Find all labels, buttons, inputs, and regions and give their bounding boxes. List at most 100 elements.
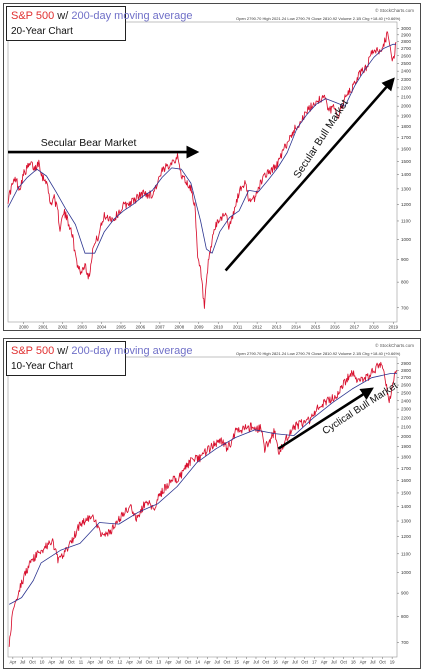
- y-tick-label: 1200: [401, 534, 412, 539]
- y-tick-label: 2900: [401, 361, 412, 366]
- x-tick-label: 2012: [252, 325, 262, 330]
- y-tick-label: 2300: [401, 77, 412, 82]
- x-tick-label: Apr: [87, 660, 94, 665]
- x-tick-label: Jul: [20, 660, 26, 665]
- chart-title-box: S&P 500 w/ 200-day moving average 20-Yea…: [6, 6, 192, 41]
- y-tick-label: 1200: [401, 202, 412, 207]
- y-tick-label: 1500: [401, 490, 412, 495]
- series-line-moving-average: [9, 373, 397, 605]
- chart-panel-10-year: 700 800 900 1000 1100 1200 1300 1400 1500 1600 170…: [3, 338, 421, 669]
- series-line-price: [7, 31, 397, 309]
- y-tick-label: 3000: [401, 26, 412, 31]
- y-tick-label: 2300: [401, 407, 412, 412]
- x-tick-label: 2007: [155, 325, 165, 330]
- x-tick-label: Oct: [146, 660, 153, 665]
- x-tick-label: Apr: [48, 660, 55, 665]
- annotation-label: Secular Bear Market: [41, 137, 137, 149]
- x-tick-label: Apr: [360, 660, 367, 665]
- y-tick-label: 2100: [401, 94, 412, 99]
- annotation-arrow: [224, 77, 395, 272]
- x-tick-label: Oct: [223, 660, 230, 665]
- plot-frame: [7, 21, 398, 323]
- x-tick-label: Oct: [262, 660, 269, 665]
- x-tick-label: 13: [156, 660, 161, 665]
- annotation-label: Cyclical Bull Market: [321, 380, 400, 437]
- y-tick-label: 2700: [401, 375, 412, 380]
- x-tick-label: 2013: [272, 325, 282, 330]
- x-tick-label: Jul: [292, 660, 298, 665]
- x-tick-label: 2001: [38, 325, 48, 330]
- x-tick-label: 12: [117, 660, 122, 665]
- x-tick-label: Apr: [165, 660, 172, 665]
- y-tick-label: 2500: [401, 61, 412, 66]
- x-tick-label: Oct: [379, 660, 386, 665]
- x-tick-label: Oct: [185, 660, 192, 665]
- chart-panel-20-year: 700 800 900 1000 1100 1200 1300 1400 1500 1600 170…: [3, 3, 421, 331]
- x-tick-label: 11: [79, 660, 84, 665]
- chart-20-year: 700 800 900 1000 1100 1200 1300 1400 1500 1600 170…: [7, 21, 412, 330]
- x-tick-label: 2000: [19, 325, 29, 330]
- y-tick-label: 1000: [401, 570, 412, 575]
- x-tick-label: 10: [40, 660, 45, 665]
- y-tick-label: 1100: [401, 218, 411, 223]
- plot-frame: [7, 356, 398, 658]
- y-tick-label: 2200: [401, 85, 412, 90]
- x-tick-label: 2009: [194, 325, 204, 330]
- x-tick-label: Oct: [68, 660, 75, 665]
- chart-title-box: S&P 500 w/ 200-day moving average 10-Yea…: [6, 341, 192, 376]
- chart-10-year: 700 800 900 1000 1100 1200 1300 1400 1500 1600 170…: [7, 356, 412, 665]
- y-tick-label: 900: [401, 591, 409, 596]
- x-tick-label: Oct: [340, 660, 347, 665]
- x-tick-label: Oct: [107, 660, 114, 665]
- x-tick-label: 15: [234, 660, 239, 665]
- x-tick-label: 18: [351, 660, 356, 665]
- chart-subtitle: 10-Year Chart: [11, 361, 73, 372]
- x-tick-label: 14: [195, 660, 200, 665]
- x-tick-label: 2008: [175, 325, 185, 330]
- x-tick-label: Apr: [126, 660, 133, 665]
- x-tick-label: 2006: [136, 325, 146, 330]
- x-tick-label: 17: [312, 660, 317, 665]
- x-tick-label: Apr: [204, 660, 211, 665]
- x-tick-label: 2015: [311, 325, 321, 330]
- y-tick-label: 1000: [401, 237, 412, 242]
- x-tick-label: 2004: [97, 325, 107, 330]
- x-tick-label: 2017: [350, 325, 360, 330]
- y-tick-label: 1500: [401, 159, 412, 164]
- x-tick-label: Jul: [370, 660, 376, 665]
- y-tick-label: 2400: [401, 69, 412, 74]
- y-tick-label: 1600: [401, 478, 412, 483]
- x-tick-label: Apr: [243, 660, 250, 665]
- y-tick-label: 1700: [401, 135, 412, 140]
- ohlc-readout: Open 2790.70 High 2021.24 Low 2790.79 Cl…: [236, 16, 401, 21]
- y-tick-label: 1700: [401, 466, 412, 471]
- y-tick-label: 2000: [401, 104, 412, 109]
- title-with: w/: [57, 345, 69, 357]
- y-tick-label: 700: [401, 640, 409, 645]
- x-tick-label: Jul: [98, 660, 104, 665]
- x-tick-label: Jul: [137, 660, 143, 665]
- chart-subtitle: 20-Year Chart: [11, 26, 73, 37]
- title-ma: 200-day moving average: [71, 345, 193, 357]
- y-tick-label: 800: [401, 614, 409, 619]
- x-tick-label: 2011: [233, 325, 243, 330]
- y-tick-label: 2700: [401, 46, 412, 51]
- title-series: S&P 500: [11, 345, 55, 357]
- x-tick-label: Jul: [59, 660, 65, 665]
- chart-title: S&P 500 w/ 200-day moving average: [11, 9, 192, 23]
- y-tick-label: 2600: [401, 383, 412, 388]
- title-with: w/: [57, 10, 69, 22]
- y-tick-label: 2100: [401, 424, 412, 429]
- chart-title: S&P 500 w/ 200-day moving average: [11, 344, 192, 358]
- x-tick-label: Jul: [214, 660, 220, 665]
- y-tick-label: 900: [401, 257, 409, 262]
- x-tick-label: 2018: [369, 325, 379, 330]
- y-tick-label: 1100: [401, 551, 411, 556]
- series-line-moving-average: [7, 43, 396, 254]
- title-ma: 200-day moving average: [71, 10, 193, 22]
- y-tick-label: 2800: [401, 39, 412, 44]
- y-tick-label: 2600: [401, 53, 412, 58]
- x-tick-label: Oct: [29, 660, 36, 665]
- x-tick-label: Jul: [331, 660, 337, 665]
- y-tick-label: 1800: [401, 455, 412, 460]
